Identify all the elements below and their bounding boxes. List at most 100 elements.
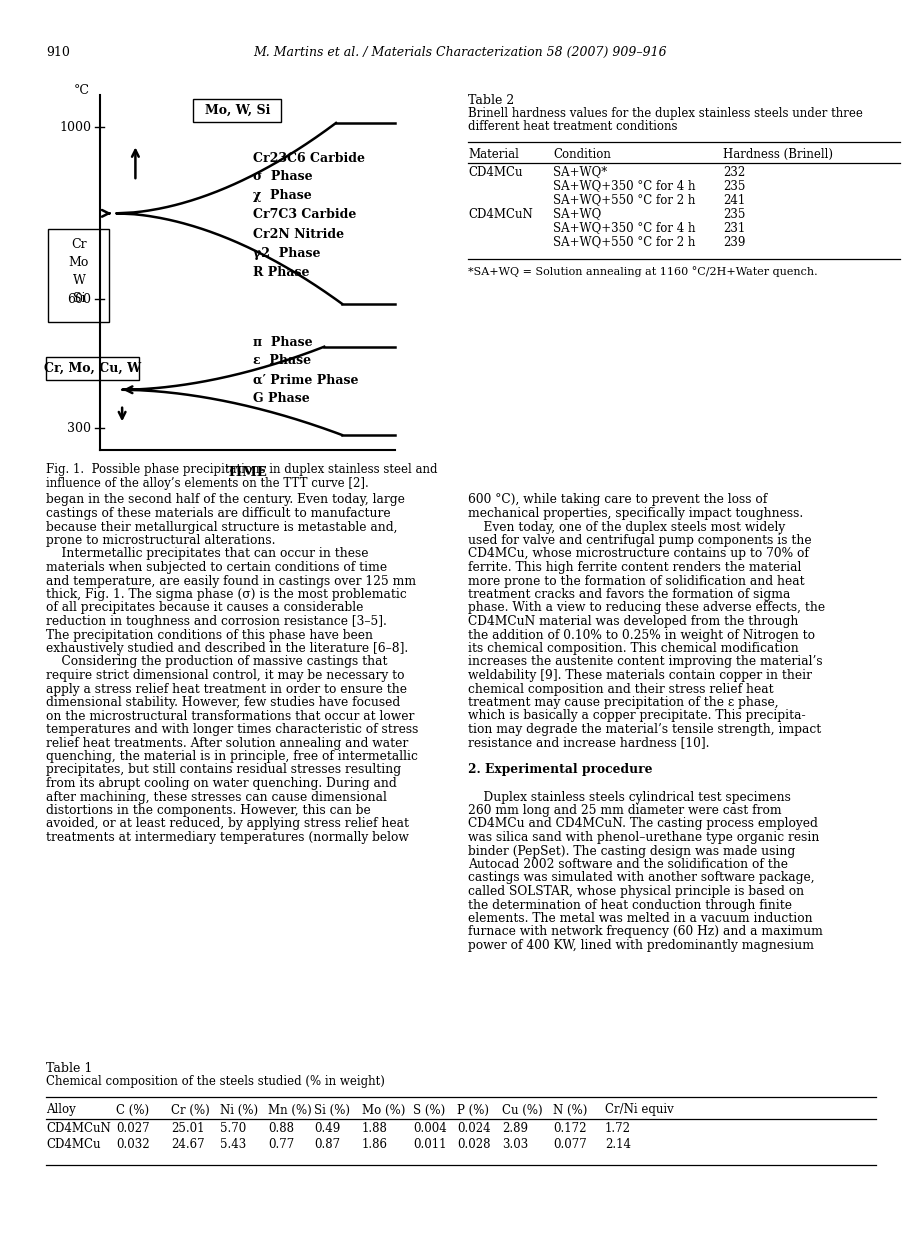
Text: CD4MCuN material was developed from the through: CD4MCuN material was developed from the … [468, 615, 798, 628]
Text: 600 °C), while taking care to prevent the loss of: 600 °C), while taking care to prevent th… [468, 494, 766, 506]
Text: treatment cracks and favors the formation of sigma: treatment cracks and favors the formatio… [468, 588, 789, 602]
Text: CD4MCu and CD4MCuN. The casting process employed: CD4MCu and CD4MCuN. The casting process … [468, 818, 817, 830]
Text: Condition: Condition [552, 147, 610, 161]
Text: Table 1: Table 1 [46, 1061, 92, 1074]
Text: 300: 300 [67, 422, 91, 435]
Text: apply a stress relief heat treatment in order to ensure the: apply a stress relief heat treatment in … [46, 682, 406, 696]
Text: CD4MCu: CD4MCu [46, 1138, 100, 1152]
Text: resistance and increase hardness [10].: resistance and increase hardness [10]. [468, 736, 709, 750]
Text: treatments at intermediary temperatures (normally below: treatments at intermediary temperatures … [46, 831, 408, 844]
Text: castings of these materials are difficult to manufacture: castings of these materials are difficul… [46, 507, 391, 520]
Text: Table 2: Table 2 [468, 93, 514, 107]
Text: phase. With a view to reducing these adverse effects, the: phase. With a view to reducing these adv… [468, 602, 824, 614]
Text: 5.43: 5.43 [220, 1138, 246, 1152]
Text: avoided, or at least reduced, by applying stress relief heat: avoided, or at least reduced, by applyin… [46, 818, 409, 830]
Text: Chemical composition of the steels studied (% in weight): Chemical composition of the steels studi… [46, 1074, 384, 1088]
Text: SA+WQ+350 °C for 4 h: SA+WQ+350 °C for 4 h [552, 221, 695, 235]
Text: 5.70: 5.70 [220, 1123, 246, 1135]
Text: TIME: TIME [227, 466, 267, 479]
Text: require strict dimensional control, it may be necessary to: require strict dimensional control, it m… [46, 669, 404, 682]
Text: Alloy: Alloy [46, 1104, 75, 1117]
Text: tion may degrade the material’s tensile strength, impact: tion may degrade the material’s tensile … [468, 723, 821, 736]
Text: 0.87: 0.87 [313, 1138, 340, 1152]
Text: P (%): P (%) [457, 1104, 489, 1117]
Text: distortions in the components. However, this can be: distortions in the components. However, … [46, 804, 370, 816]
Text: N (%): N (%) [552, 1104, 586, 1117]
Text: The precipitation conditions of this phase have been: The precipitation conditions of this pha… [46, 628, 372, 642]
Text: 0.49: 0.49 [313, 1123, 340, 1135]
Text: CD4MCuN: CD4MCuN [46, 1123, 110, 1135]
Text: more prone to the formation of solidification and heat: more prone to the formation of solidific… [468, 574, 804, 588]
Text: prone to microstructural alterations.: prone to microstructural alterations. [46, 534, 275, 548]
Text: binder (PepSet). The casting design was made using: binder (PepSet). The casting design was … [468, 844, 794, 858]
Text: 239: 239 [722, 236, 744, 249]
Text: of all precipitates because it causes a considerable: of all precipitates because it causes a … [46, 602, 363, 614]
Text: S (%): S (%) [413, 1104, 445, 1117]
Text: 0.024: 0.024 [457, 1123, 490, 1135]
Text: power of 400 KW, lined with predominantly magnesium: power of 400 KW, lined with predominantl… [468, 939, 813, 952]
Text: the determination of heat conduction through finite: the determination of heat conduction thr… [468, 898, 791, 912]
Text: SA+WQ+550 °C for 2 h: SA+WQ+550 °C for 2 h [552, 236, 695, 249]
Text: Cr/Ni equiv: Cr/Ni equiv [605, 1104, 673, 1117]
Text: π  Phase: π Phase [253, 335, 312, 348]
Text: Cr: Cr [71, 239, 86, 251]
Text: 2.14: 2.14 [605, 1138, 630, 1152]
Text: Cr23C6 Carbide: Cr23C6 Carbide [253, 152, 365, 165]
Text: 1.72: 1.72 [605, 1123, 630, 1135]
Text: G Phase: G Phase [253, 392, 310, 406]
Text: weldability [9]. These materials contain copper in their: weldability [9]. These materials contain… [468, 669, 811, 682]
Text: 0.77: 0.77 [267, 1138, 294, 1152]
Text: W: W [73, 275, 85, 288]
Text: SA+WQ+550 °C for 2 h: SA+WQ+550 °C for 2 h [552, 193, 695, 206]
Text: Considering the production of massive castings that: Considering the production of massive ca… [46, 656, 387, 668]
Text: Material: Material [468, 147, 518, 161]
Text: called SOLSTAR, whose physical principle is based on: called SOLSTAR, whose physical principle… [468, 885, 803, 898]
Text: Cr (%): Cr (%) [171, 1104, 210, 1117]
Text: 231: 231 [722, 221, 744, 235]
Text: elements. The metal was melted in a vacuum induction: elements. The metal was melted in a vacu… [468, 912, 811, 924]
Text: Cr, Mo, Cu, W: Cr, Mo, Cu, W [44, 362, 142, 374]
Text: C (%): C (%) [116, 1104, 149, 1117]
Text: and temperature, are easily found in castings over 125 mm: and temperature, are easily found in cas… [46, 574, 415, 588]
Text: Even today, one of the duplex steels most widely: Even today, one of the duplex steels mos… [468, 520, 785, 534]
Text: CD4MCu: CD4MCu [468, 166, 522, 178]
Text: Mo (%): Mo (%) [361, 1104, 405, 1117]
Text: Cu (%): Cu (%) [502, 1104, 542, 1117]
Text: Brinell hardness values for the duplex stainless steels under three: Brinell hardness values for the duplex s… [468, 108, 862, 121]
Text: 1000: 1000 [59, 121, 91, 134]
Text: ε  Phase: ε Phase [253, 354, 311, 368]
Text: chemical composition and their stress relief heat: chemical composition and their stress re… [468, 682, 773, 696]
Text: 0.077: 0.077 [552, 1138, 586, 1152]
Text: on the microstructural transformations that occur at lower: on the microstructural transformations t… [46, 710, 414, 722]
Text: materials when subjected to certain conditions of time: materials when subjected to certain cond… [46, 561, 387, 574]
Text: SA+WQ: SA+WQ [552, 207, 601, 221]
Text: precipitates, but still contains residual stresses resulting: precipitates, but still contains residua… [46, 764, 401, 776]
Text: 235: 235 [722, 207, 744, 221]
Text: R Phase: R Phase [253, 265, 309, 279]
Text: 0.028: 0.028 [457, 1138, 490, 1152]
Text: because their metallurgical structure is metastable and,: because their metallurgical structure is… [46, 520, 397, 534]
Text: Si (%): Si (%) [313, 1104, 349, 1117]
Text: treatment may cause precipitation of the ε phase,: treatment may cause precipitation of the… [468, 696, 777, 708]
Text: Intermetallic precipitates that can occur in these: Intermetallic precipitates that can occu… [46, 548, 369, 560]
Text: its chemical composition. This chemical modification: its chemical composition. This chemical … [468, 642, 798, 654]
Text: Cr7C3 Carbide: Cr7C3 Carbide [253, 208, 356, 221]
Text: M. Martins et al. / Materials Characterization 58 (2007) 909–916: M. Martins et al. / Materials Characteri… [253, 45, 666, 59]
Text: SA+WQ+350 °C for 4 h: SA+WQ+350 °C for 4 h [552, 180, 695, 192]
Text: Duplex stainless steels cylindrical test specimens: Duplex stainless steels cylindrical test… [468, 790, 790, 804]
FancyBboxPatch shape [193, 98, 281, 122]
Text: Mn (%): Mn (%) [267, 1104, 312, 1117]
Text: 232: 232 [722, 166, 744, 178]
Text: 0.032: 0.032 [116, 1138, 150, 1152]
Text: castings was simulated with another software package,: castings was simulated with another soft… [468, 872, 813, 884]
Text: °C: °C [74, 84, 90, 98]
Text: exhaustively studied and described in the literature [6–8].: exhaustively studied and described in th… [46, 642, 408, 654]
Text: the addition of 0.10% to 0.25% in weight of Nitrogen to: the addition of 0.10% to 0.25% in weight… [468, 628, 814, 642]
Text: 0.027: 0.027 [116, 1123, 150, 1135]
Text: from its abrupt cooling on water quenching. During and: from its abrupt cooling on water quenchi… [46, 777, 396, 790]
Text: σ  Phase: σ Phase [253, 171, 312, 183]
Text: 0.172: 0.172 [552, 1123, 586, 1135]
Text: *SA+WQ = Solution annealing at 1160 °C/2H+Water quench.: *SA+WQ = Solution annealing at 1160 °C/2… [468, 266, 817, 278]
Text: 910: 910 [46, 45, 70, 59]
Text: 1.88: 1.88 [361, 1123, 388, 1135]
